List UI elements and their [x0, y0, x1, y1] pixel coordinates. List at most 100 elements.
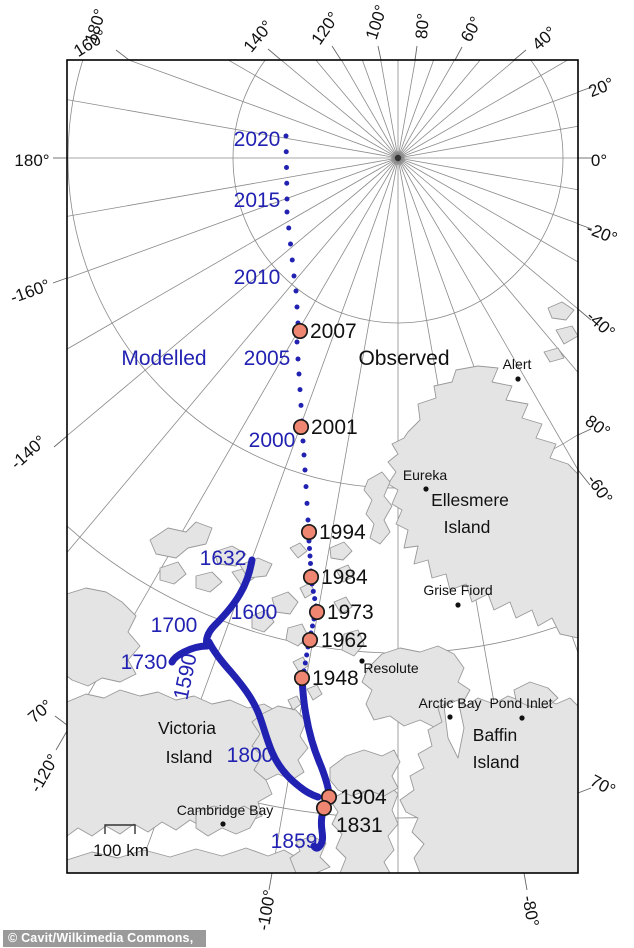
pole-dot [394, 154, 402, 162]
track-dot [300, 438, 306, 444]
meridian-line [397, 92, 578, 159]
latitude-circle [67, 60, 578, 489]
land-polygon [547, 301, 575, 321]
edge-label-0°: 0° [591, 151, 607, 170]
edge-label--100°: -100° [254, 888, 280, 932]
track-dot [284, 165, 289, 170]
modelled-label-2005: 2005 [244, 347, 291, 370]
observed-label-1984: 1984 [321, 566, 368, 589]
meridian-line [397, 157, 578, 263]
place-island: Island [444, 517, 491, 537]
meridian-line [67, 157, 399, 437]
meridian-line [127, 60, 399, 159]
edge-tick [268, 872, 273, 891]
land-polygon [329, 749, 401, 797]
meridian-line [397, 157, 578, 310]
track-dot [298, 402, 304, 408]
land-polygon [513, 681, 559, 709]
place-dot [447, 714, 453, 720]
edge-label--20°: -20° [584, 219, 620, 248]
land-polygon [387, 365, 578, 639]
observed-point-2007 [291, 322, 309, 340]
edge-tick [577, 469, 591, 486]
track-dot [304, 500, 310, 506]
edge-tick [414, 45, 418, 61]
track-dot [302, 660, 308, 666]
observed-point-1831 [315, 799, 333, 817]
observed-label-1948: 1948 [312, 667, 359, 690]
edge-label-120°: 120° [308, 8, 344, 48]
edge-label-80°: 80° [582, 411, 614, 441]
meridian-line [67, 157, 399, 279]
track-path [168, 642, 211, 666]
track-dot [294, 304, 300, 310]
track-dot [283, 149, 289, 155]
edge-label-40°: 40° [528, 23, 560, 54]
track-dot [305, 517, 311, 523]
place-baffin: Baffin [473, 725, 517, 745]
edge-label--60°: -60° [583, 471, 617, 508]
edge-label--160°: -160° [8, 276, 53, 308]
edge-label--40°: -40° [583, 307, 619, 342]
observed-label-1994: 1994 [319, 521, 366, 544]
track-path [298, 674, 333, 852]
edge-tick [454, 46, 463, 61]
meridian-line [397, 157, 578, 471]
observed-label-1962: 1962 [321, 629, 368, 652]
edge-label-140°: 140° [240, 17, 277, 56]
observed-point-1994 [300, 523, 318, 541]
edge-label-70°: 70° [24, 696, 56, 727]
place-arctic-bay: Arctic Bay [418, 695, 481, 711]
observed-points: 2007 2001 1994 1984 1973 1962 1948 1904 1831 [291, 320, 387, 837]
track-dot [310, 588, 316, 594]
edge-label-20°: 20° [586, 74, 617, 101]
modelled-label-1600: 1600 [231, 601, 278, 624]
track-dot [307, 546, 312, 551]
edge-tick [577, 787, 592, 794]
sea-inlet [443, 699, 465, 759]
meridian-line [397, 157, 578, 374]
place-ellesmere: Ellesmere [431, 490, 509, 510]
edge-tick [513, 49, 527, 61]
observed-point-1962 [301, 631, 319, 649]
place-pond-inlet: Pond Inlet [489, 695, 552, 711]
edge-tick [331, 45, 342, 61]
land-polygon [195, 805, 259, 837]
meridian-line [397, 157, 578, 654]
map-frame [66, 59, 579, 874]
place-alert: Alert [503, 356, 532, 372]
edge-tick [55, 730, 68, 751]
modelled-label-2020: 2020 [234, 128, 281, 151]
observed-label-1973: 1973 [327, 601, 374, 624]
land-polygon [543, 347, 565, 363]
track-dot [291, 273, 297, 279]
land-polygon [555, 325, 578, 345]
legend-modelled: Modelled [121, 347, 206, 370]
edge-tick [115, 49, 130, 61]
place-dot [515, 376, 521, 382]
track-path [205, 638, 322, 801]
track-dot [283, 133, 289, 139]
land-polygon [306, 684, 323, 701]
scale-bar-label: 100 km [93, 841, 149, 860]
track-dot [284, 180, 290, 186]
meridian-line [67, 157, 399, 554]
edge-label-180°: 180° [14, 151, 49, 170]
place-dot [519, 715, 525, 721]
track-dot [289, 257, 295, 263]
modelled-label-1700: 1700 [151, 614, 198, 637]
attribution-bar: © Cavit/Wilkimedia Commons, CC [3, 930, 206, 947]
edge-label-160°: 160° [70, 26, 110, 61]
edge-ticks [52, 45, 593, 891]
land-polygon [251, 609, 275, 633]
track-dot [301, 452, 307, 458]
place-dot [455, 602, 461, 608]
edge-tick [54, 715, 68, 726]
land-polygon [289, 542, 308, 559]
place-dot [220, 821, 226, 827]
track-dot [308, 561, 313, 566]
track-dot [303, 484, 309, 490]
edge-label--80°: -80° [518, 894, 542, 928]
